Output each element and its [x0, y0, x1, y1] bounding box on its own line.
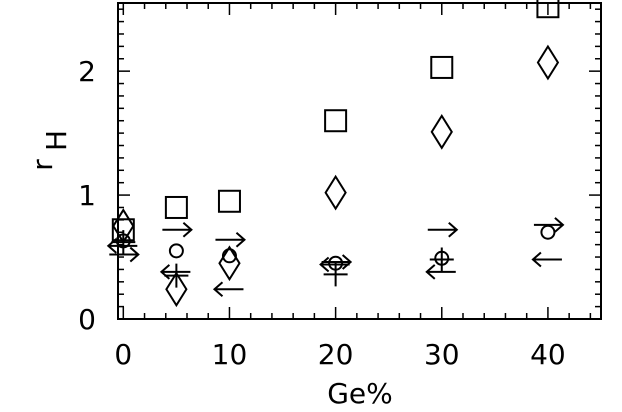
data-marks: [106, 0, 565, 308]
data-point-square: [430, 55, 454, 79]
data-point-square: [217, 189, 241, 213]
data-point-diamond: [430, 113, 453, 150]
y-axis-label: r H: [26, 130, 73, 171]
data-point-arrow-left: [425, 264, 456, 280]
x-tick-label: 30: [424, 338, 460, 371]
data-point-square: [164, 195, 188, 219]
data-point-plus: [164, 263, 189, 288]
data-point-plus: [429, 247, 454, 272]
y-tick-label: 1: [78, 179, 96, 212]
data-point-arrow-left: [319, 256, 350, 273]
data-point-arrow-right: [533, 217, 565, 233]
data-point-square: [324, 109, 348, 133]
x-axis-label: Ge%: [327, 377, 393, 410]
data-point-plus: [323, 262, 348, 287]
data-point-arrow-left: [106, 238, 138, 254]
axis-ticks: [118, 3, 601, 320]
y-tick-label: 0: [78, 303, 96, 336]
data-point-diamond: [536, 44, 560, 81]
data-point-arrow-right: [162, 222, 193, 238]
data-point-diamond: [165, 271, 188, 308]
x-tick-label: 0: [114, 338, 132, 371]
data-point-arrow-left: [212, 281, 244, 298]
data-point-arrow-right: [427, 222, 459, 238]
y-axis-label-subscript: H: [40, 130, 73, 151]
data-point-arrow-left: [531, 251, 562, 268]
x-tick-label: 10: [212, 338, 248, 371]
data-point-arrow-right: [321, 254, 353, 270]
plot-frame: [117, 2, 602, 320]
data-point-square: [536, 0, 560, 19]
y-tick-label: 2: [78, 55, 96, 88]
y-axis-label-main: r: [26, 159, 59, 171]
data-point-arrow-right: [109, 246, 140, 263]
x-tick-label: 40: [530, 338, 566, 371]
data-point-plus: [111, 230, 136, 255]
tick-labels: 0 10 20 30 40 0 1 2: [78, 55, 566, 371]
x-tick-label: 20: [318, 338, 354, 371]
data-point-circle: [540, 224, 556, 240]
data-point-circle: [168, 243, 184, 259]
data-point-circle: [221, 248, 237, 264]
data-point-arrow-right: [215, 231, 246, 248]
data-point-diamond: [324, 174, 347, 211]
data-point-arrow-left: [159, 264, 191, 280]
